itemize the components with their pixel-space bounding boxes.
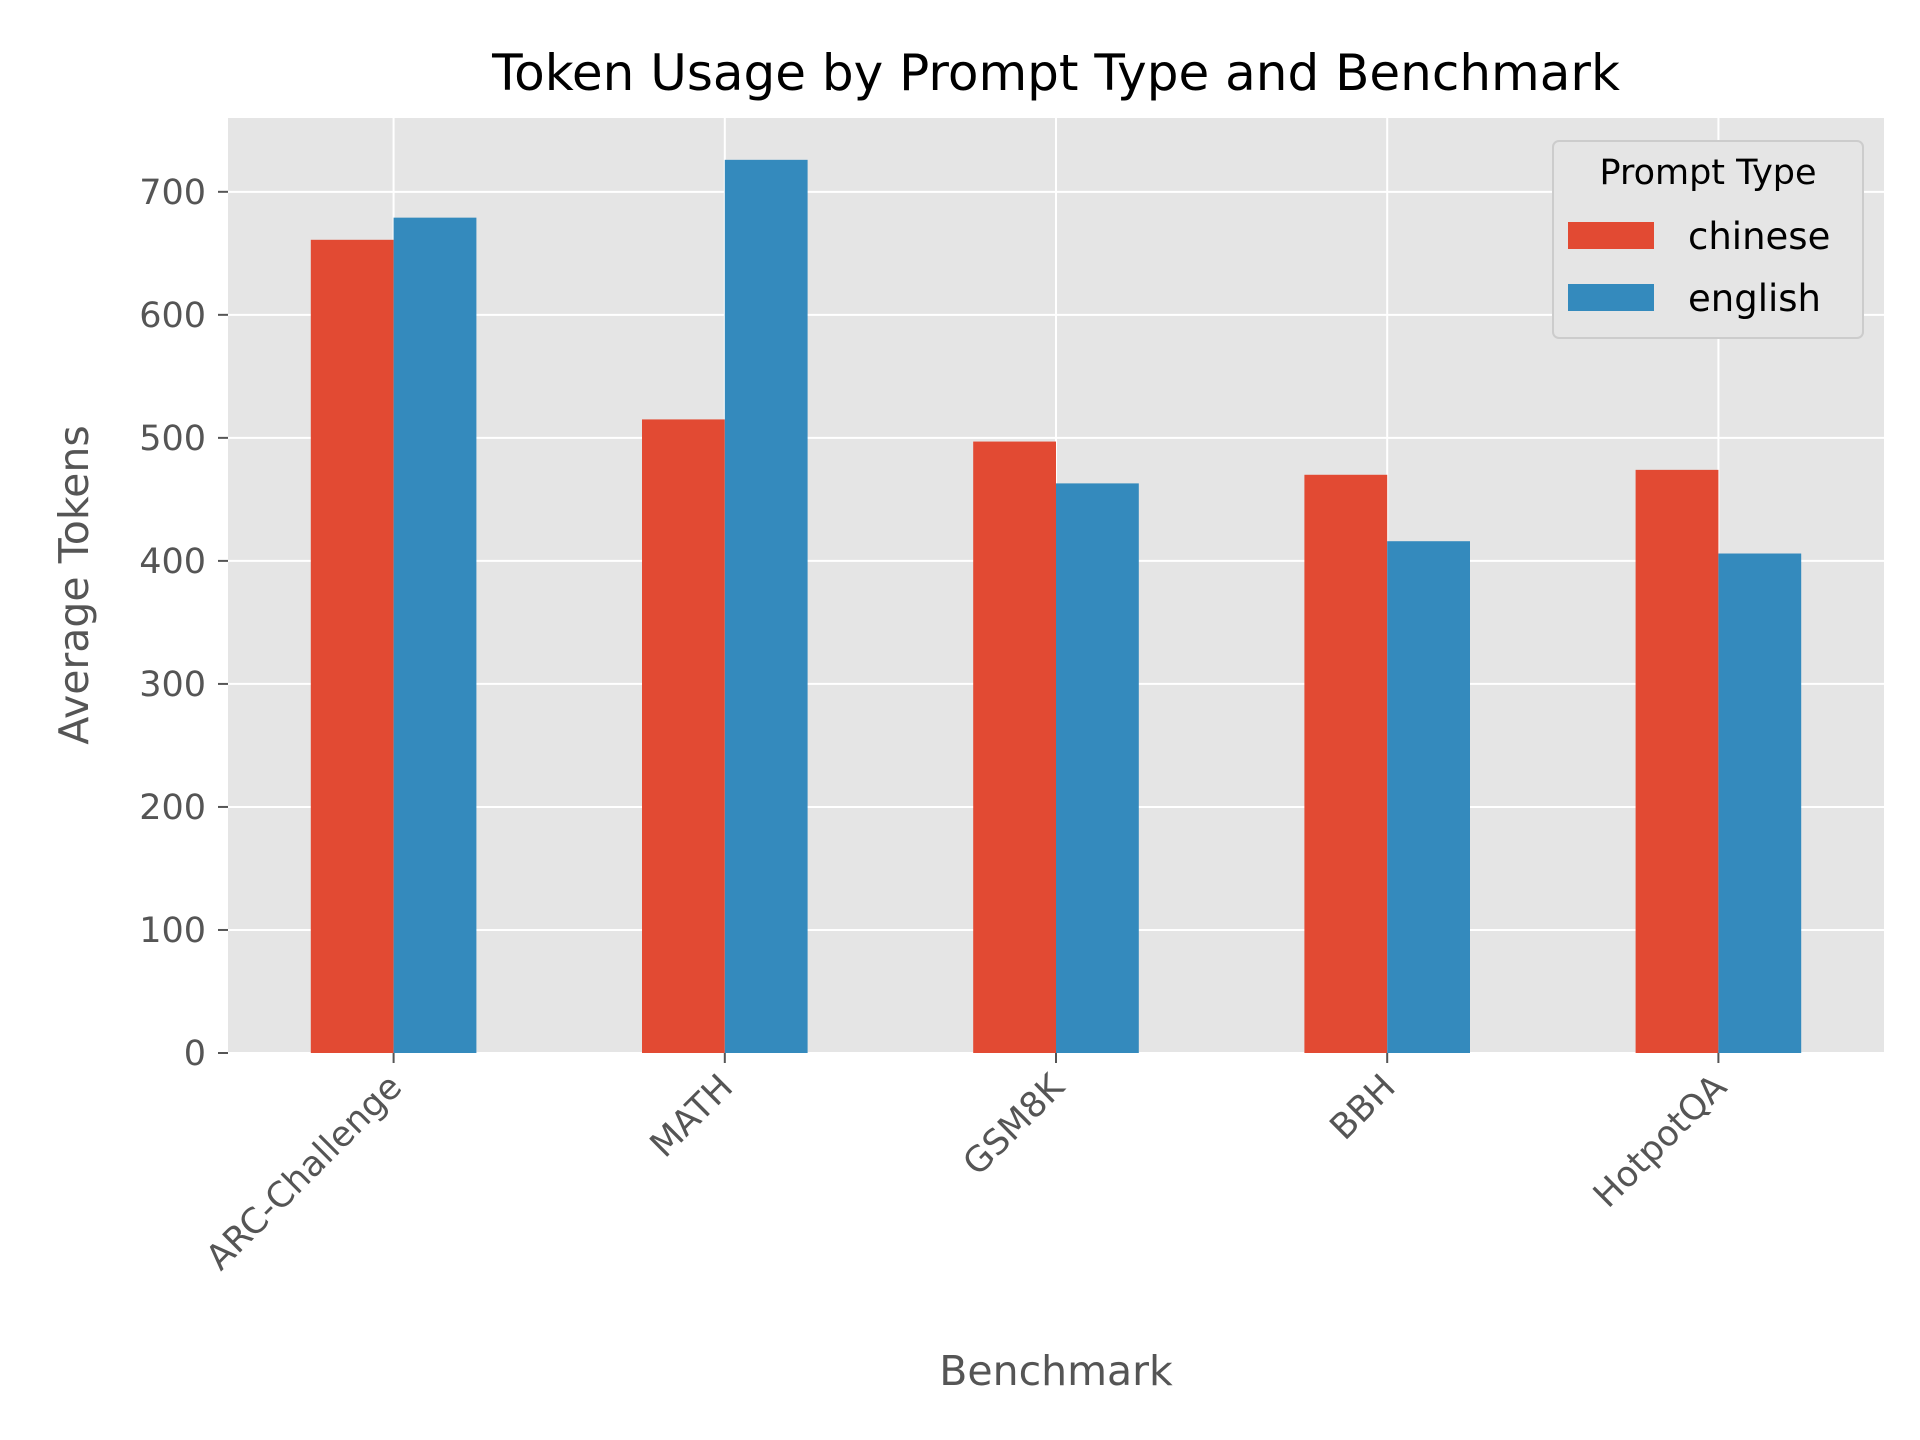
legend: Prompt Type chinese english — [1552, 140, 1864, 339]
x-tick-label: MATH — [643, 1067, 741, 1165]
y-tick-label: 100 — [139, 911, 206, 951]
legend-label-english: english — [1688, 277, 1821, 320]
y-tick-label: 300 — [139, 665, 206, 705]
legend-label-chinese: chinese — [1688, 215, 1830, 258]
bar-chinese — [310, 239, 394, 1054]
y-tick-label: 400 — [139, 542, 206, 582]
x-tick-label: HotpotQA — [1586, 1067, 1735, 1216]
y-tick-label: 700 — [139, 173, 206, 213]
y-axis-label: Average Tokens — [50, 425, 98, 744]
y-tick-label: 500 — [139, 419, 206, 459]
legend-title: Prompt Type — [1599, 153, 1816, 193]
y-tick-label: 0 — [184, 1034, 206, 1074]
legend-swatch-chinese — [1568, 222, 1654, 249]
bar-english — [1056, 483, 1139, 1053]
y-tick-label: 200 — [139, 788, 206, 828]
bar-english — [724, 159, 808, 1053]
legend-swatch-english — [1568, 284, 1654, 311]
bar-chinese — [1635, 469, 1719, 1054]
bar-chinese — [1304, 474, 1388, 1053]
bar-english — [393, 217, 477, 1054]
bar-english — [1387, 541, 1470, 1053]
chart-title: Token Usage by Prompt Type and Benchmark — [491, 44, 1620, 102]
x-tick-label: GSM8K — [956, 1066, 1073, 1183]
x-tick-label: BBH — [1323, 1067, 1404, 1148]
x-axis-label: Benchmark — [939, 1347, 1173, 1395]
bars — [310, 159, 1802, 1054]
y-tick-label: 600 — [139, 296, 206, 336]
bar-chinese — [642, 419, 725, 1054]
bar-english — [1718, 553, 1802, 1053]
bar-chinese — [973, 441, 1056, 1053]
x-tick-label: ARC-Challenge — [199, 1067, 410, 1278]
